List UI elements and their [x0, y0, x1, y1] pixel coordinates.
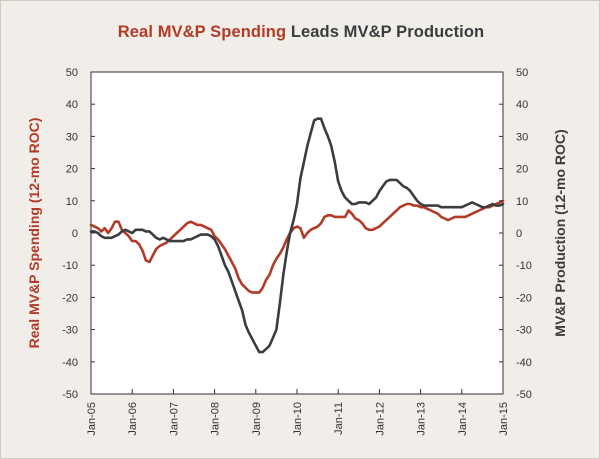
x-tick-label: Jan-10: [292, 402, 304, 436]
x-tick-label: Jan-07: [168, 402, 180, 436]
x-tick-label: Jan-09: [251, 402, 263, 436]
series-line-production: [89, 117, 505, 354]
y-tick-label-right: -10: [516, 260, 532, 272]
x-axis: Jan-05 Jan-06 Jan-07 Jan-08 Jan-09 Jan-10 Jan-…: [86, 389, 510, 436]
y-axis-right-title: MV&P Production (12-mo ROC): [552, 129, 568, 336]
y-tick-label-right: 30: [516, 131, 528, 143]
x-tick-label: Jan-13: [416, 402, 428, 436]
y-axis-right: 50 40 30 20 10 0 -10 -20 -30 -40 -50: [499, 67, 532, 401]
x-tick-label: Jan-11: [333, 402, 345, 435]
y-tick-label-right: 10: [516, 196, 528, 208]
y-axis-left: 50 40 30 20 10 0 -10 -20 -30 -40 -50: [62, 67, 95, 401]
y-tick-label-left: -50: [62, 389, 78, 401]
y-tick-label-right: -20: [516, 292, 532, 304]
y-tick-label-left: 50: [66, 67, 78, 79]
y-tick-label-right: 50: [516, 67, 528, 79]
y-tick-label-left: 0: [72, 228, 78, 240]
y-tick-label-right: 20: [516, 164, 528, 176]
y-tick-label-left: 20: [66, 164, 78, 176]
x-tick-label: Jan-08: [210, 402, 222, 436]
x-tick-label: Jan-12: [374, 402, 386, 436]
x-tick-label: Jan-14: [457, 402, 469, 436]
y-tick-label-right: -50: [516, 389, 532, 401]
y-tick-label-left: -40: [62, 357, 78, 369]
y-tick-label-right: 0: [516, 228, 522, 240]
chart-title-production: Leads MV&P Production: [290, 23, 485, 41]
y-tick-label-left: -30: [62, 325, 78, 337]
chart-title-spending: Real MV&P Spending: [117, 23, 287, 41]
y-tick-label-right: -30: [516, 325, 532, 337]
y-tick-label-left: 10: [66, 196, 78, 208]
y-tick-label-left: 30: [66, 131, 78, 143]
y-tick-label-right: 40: [516, 99, 528, 111]
chart-title: Real MV&P Spending Leads MV&P Production: [1, 23, 600, 42]
x-tick-label: Jan-06: [127, 402, 139, 436]
y-tick-label-left: 40: [66, 99, 78, 111]
y-tick-label-right: -40: [516, 357, 532, 369]
x-tick-label: Jan-05: [86, 402, 98, 436]
series-line-spending: [89, 199, 505, 294]
plot-area: [89, 71, 505, 395]
y-tick-label-left: -10: [62, 260, 78, 272]
y-tick-label-left: -20: [62, 292, 78, 304]
x-tick-label: Jan-15: [498, 402, 510, 436]
y-axis-left-title: Real MV&P Spending (12-mo ROC): [26, 118, 42, 349]
